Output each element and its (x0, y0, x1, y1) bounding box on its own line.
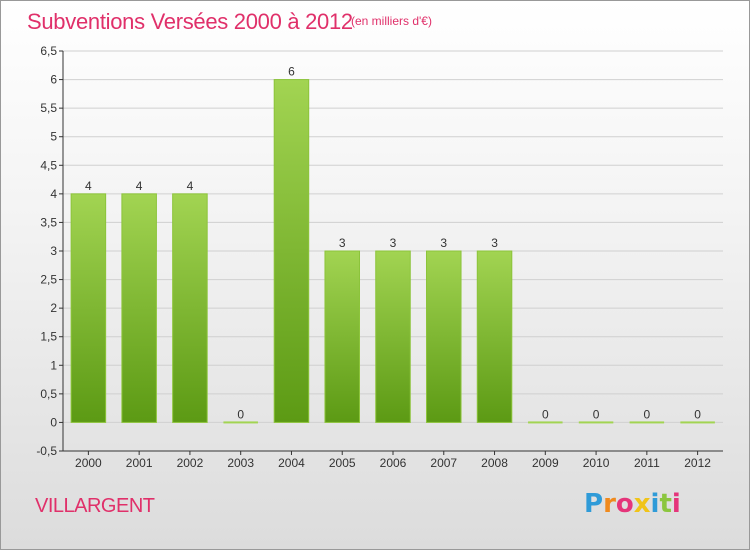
y-tick-label: 0 (50, 415, 57, 429)
x-tick-label: 2010 (583, 456, 610, 470)
y-tick-label: 6 (50, 73, 57, 87)
data-label: 0 (694, 407, 701, 421)
label-layer: 4 4 4 0 6 3 3 3 3 0 0 0 0 (85, 65, 701, 422)
x-tick-label: 2007 (430, 456, 457, 470)
bar (629, 421, 665, 424)
y-tick-label: -0,5 (36, 444, 57, 458)
x-tick-label: 2002 (177, 456, 204, 470)
x-tick-label: 2001 (126, 456, 153, 470)
axis-layer: -0,5 0 0,5 1 1,5 2 2,5 3 3,5 4 4,5 5 5,5 6 6,5 2000 2001… (36, 44, 723, 470)
logo-letter: i (650, 489, 660, 519)
y-tick-label: 0,5 (40, 387, 57, 401)
data-label: 6 (288, 65, 295, 79)
x-tick-label: 2005 (329, 456, 356, 470)
y-tick-label: 1 (50, 358, 57, 372)
bar (273, 79, 310, 423)
logo-letter: x (633, 489, 651, 519)
data-label: 0 (593, 407, 600, 421)
x-tick-label: 2006 (380, 456, 407, 470)
x-tick-label: 2004 (278, 456, 305, 470)
data-label: 3 (339, 236, 346, 250)
x-tick-label: 2011 (634, 456, 660, 470)
bar (375, 250, 411, 423)
x-tick-label: 2009 (532, 456, 559, 470)
x-tick-label: 2008 (481, 456, 508, 470)
logo-letter: P (584, 489, 604, 519)
bar (223, 421, 258, 424)
data-label: 4 (85, 179, 92, 193)
bar (70, 193, 107, 423)
bar (528, 421, 563, 424)
bar (680, 421, 715, 424)
bar (172, 193, 208, 423)
proxiti-logo: Proxiti (584, 489, 681, 519)
data-label: 3 (440, 236, 447, 250)
bar (324, 250, 360, 423)
bar (426, 250, 462, 423)
data-label: 4 (136, 179, 143, 193)
place-name: VILLARGENT (35, 495, 155, 517)
chart-unit: (en milliers d'€) (351, 14, 432, 28)
y-tick-label: 4 (50, 187, 57, 201)
x-tick-label: 2003 (227, 456, 254, 470)
data-label: 0 (237, 407, 244, 421)
x-tick-label: 2000 (75, 456, 102, 470)
data-label: 4 (187, 179, 194, 193)
y-tick-label: 6,5 (40, 44, 57, 58)
y-tick-label: 2,5 (40, 273, 57, 287)
chart-title: Subventions Versées 2000 à 2012 (27, 9, 353, 34)
y-tick-label: 4,5 (40, 158, 57, 172)
logo-letter: t (659, 489, 672, 519)
y-tick-label: 3,5 (40, 215, 57, 229)
y-tick-label: 2 (50, 301, 57, 315)
data-label: 3 (491, 236, 498, 250)
logo-letter: i (671, 489, 681, 519)
bar (121, 193, 157, 423)
y-tick-label: 5,5 (40, 101, 57, 115)
data-label: 0 (644, 407, 651, 421)
y-tick-label: 5 (50, 130, 57, 144)
logo-letter: r (603, 489, 616, 519)
y-tick-label: 3 (50, 244, 57, 258)
bar (578, 421, 614, 424)
y-tick-label: 1,5 (40, 330, 57, 344)
logo-letter: o (615, 489, 634, 519)
bar-layer (70, 79, 715, 424)
data-label: 3 (390, 236, 397, 250)
bar (476, 250, 513, 423)
data-label: 0 (542, 407, 549, 421)
x-tick-label: 2012 (684, 456, 711, 470)
